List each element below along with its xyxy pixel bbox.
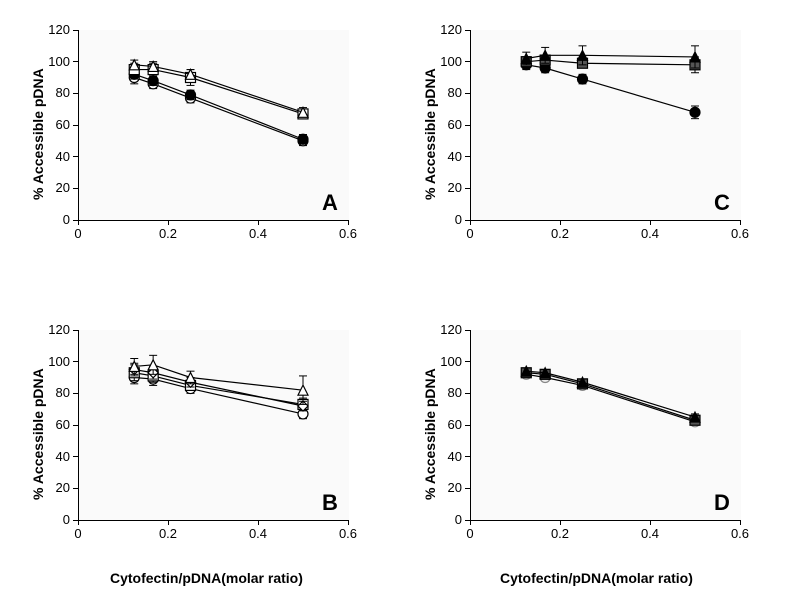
- series-svg: [78, 30, 348, 220]
- ylabel-C: % Accessible pDNA: [422, 68, 438, 200]
- ylabel-D: % Accessible pDNA: [422, 368, 438, 500]
- ylabel-B: % Accessible pDNA: [30, 368, 46, 500]
- xlabel-B: Cytofectin/pDNA(molar ratio): [110, 570, 303, 586]
- xtick-label: 0: [63, 226, 93, 241]
- ytick-label: 120: [40, 22, 70, 37]
- ytick-label: 0: [432, 512, 462, 527]
- ytick-label: 0: [432, 212, 462, 227]
- xtick-label: 0.2: [545, 526, 575, 541]
- panel-letter: B: [322, 490, 338, 516]
- panel-letter: D: [714, 490, 730, 516]
- ytick-label: 100: [40, 354, 70, 369]
- ylabel-A: % Accessible pDNA: [30, 68, 46, 200]
- ytick-label: 120: [432, 322, 462, 337]
- series-svg: [470, 330, 740, 520]
- xtick-label: 0.2: [153, 526, 183, 541]
- panel-D: 02040608010012000.20.40.6D: [470, 330, 740, 520]
- xtick-label: 0: [63, 526, 93, 541]
- xlabel-D: Cytofectin/pDNA(molar ratio): [500, 570, 693, 586]
- series-svg: [470, 30, 740, 220]
- xtick-label: 0.4: [243, 226, 273, 241]
- xtick-label: 0.4: [635, 526, 665, 541]
- ytick-label: 100: [432, 54, 462, 69]
- panel-letter: A: [322, 190, 338, 216]
- xtick-label: 0.2: [153, 226, 183, 241]
- xtick-label: 0.4: [243, 526, 273, 541]
- panel-A: 02040608010012000.20.40.6A: [78, 30, 348, 220]
- panel-C: 02040608010012000.20.40.6C: [470, 30, 740, 220]
- xtick-label: 0.4: [635, 226, 665, 241]
- xtick-label: 0: [455, 226, 485, 241]
- xtick-label: 0.6: [333, 526, 363, 541]
- panel-B: 02040608010012000.20.40.6B: [78, 330, 348, 520]
- xtick-label: 0.2: [545, 226, 575, 241]
- figure-root: { "figure": { "width": 800, "height": 61…: [0, 0, 800, 614]
- series-svg: [78, 330, 348, 520]
- ytick-label: 100: [40, 54, 70, 69]
- xtick-label: 0.6: [725, 226, 755, 241]
- xtick-label: 0.6: [333, 226, 363, 241]
- ytick-label: 0: [40, 512, 70, 527]
- ytick-label: 120: [432, 22, 462, 37]
- xtick-label: 0: [455, 526, 485, 541]
- xtick-label: 0.6: [725, 526, 755, 541]
- panel-letter: C: [714, 190, 730, 216]
- ytick-label: 0: [40, 212, 70, 227]
- ytick-label: 100: [432, 354, 462, 369]
- ytick-label: 120: [40, 322, 70, 337]
